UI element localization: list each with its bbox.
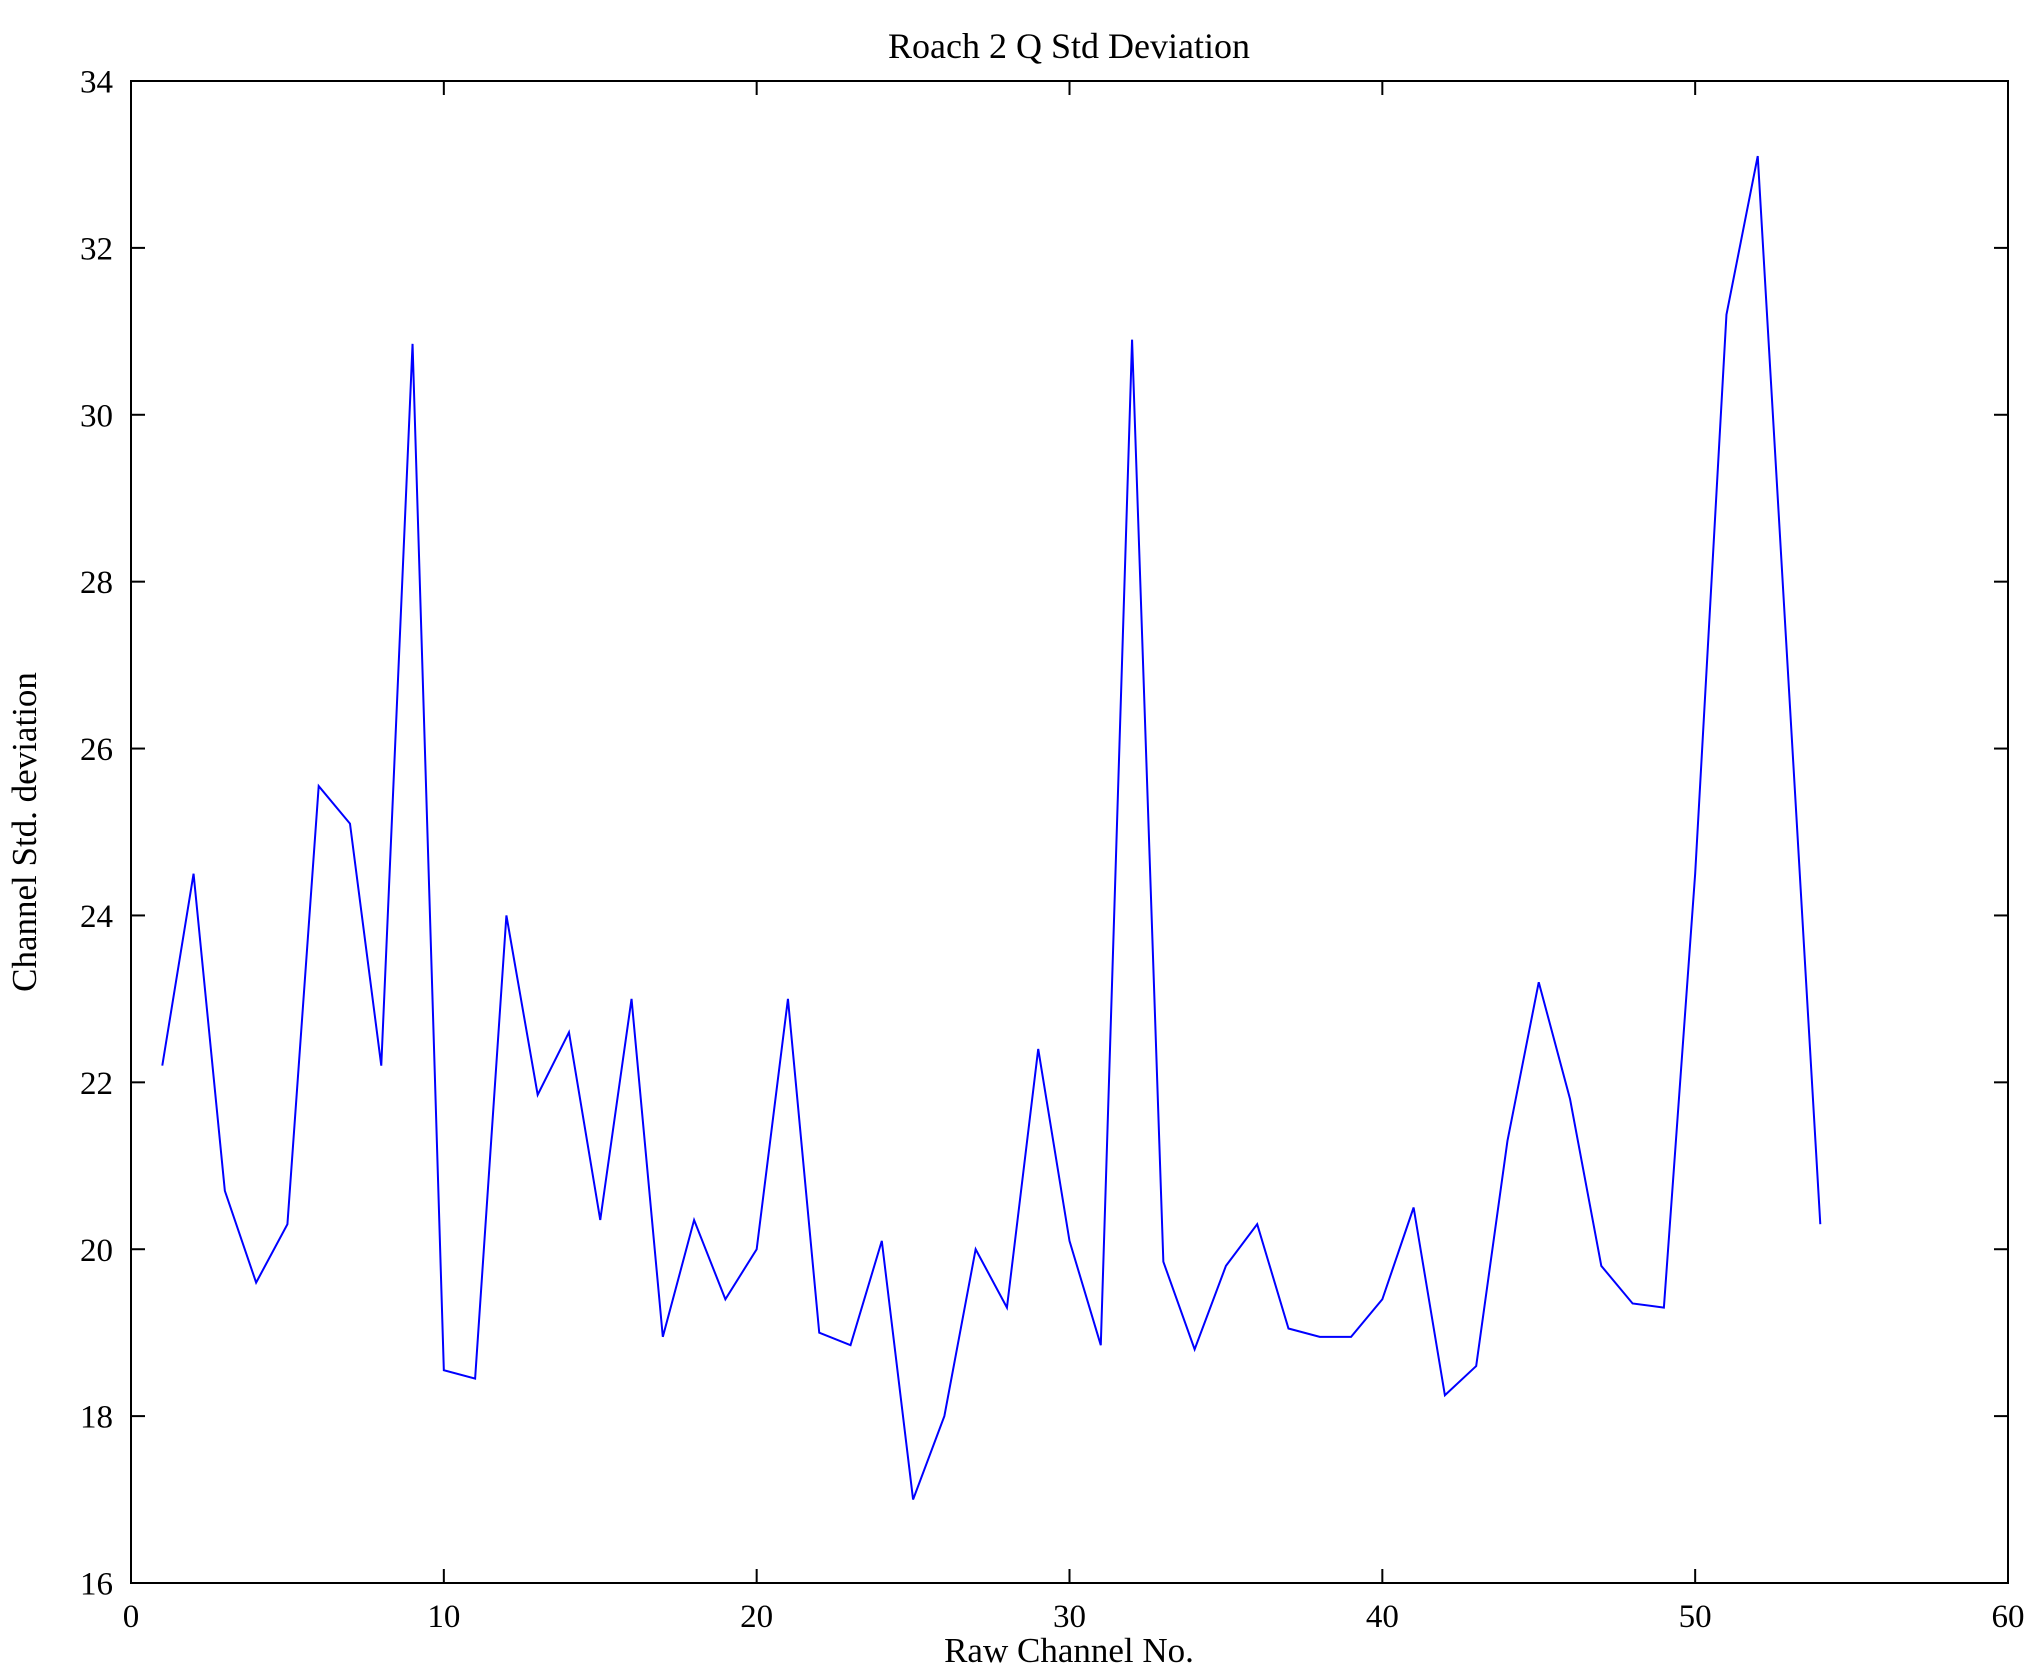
y-tick-label: 32 bbox=[80, 231, 113, 267]
x-tick-label: 0 bbox=[123, 1599, 140, 1635]
plot-box bbox=[130, 80, 2009, 1584]
y-tick-label: 26 bbox=[80, 732, 113, 768]
y-tick-label: 22 bbox=[80, 1066, 113, 1102]
y-tick-label: 30 bbox=[80, 398, 113, 434]
y-tick-label: 34 bbox=[80, 65, 113, 101]
x-tick-label: 50 bbox=[1679, 1599, 1712, 1635]
x-tick-label: 60 bbox=[1992, 1599, 2025, 1635]
data-line bbox=[161, 155, 1822, 1500]
x-tick-label: 20 bbox=[740, 1599, 773, 1635]
y-tick-label: 20 bbox=[80, 1233, 113, 1269]
plot-area: 0 10 20 30 40 50 60 16 18 20 22 24 26 28 30 32 34 bbox=[80, 65, 2025, 1635]
y-axis-label: Channel Std. deviation bbox=[5, 672, 44, 992]
y-tick-label: 16 bbox=[80, 1567, 113, 1603]
x-tick-label: 40 bbox=[1366, 1599, 1399, 1635]
y-tick-label: 28 bbox=[80, 565, 113, 601]
chart-title: Roach 2 Q Std Deviation bbox=[888, 26, 1250, 66]
x-tick-label: 30 bbox=[1053, 1599, 1086, 1635]
x-tick-label: 10 bbox=[427, 1599, 460, 1635]
y-tick-label: 24 bbox=[80, 899, 113, 935]
y-tick-label: 18 bbox=[80, 1400, 113, 1436]
x-axis-label: Raw Channel No. bbox=[944, 1631, 1194, 1670]
